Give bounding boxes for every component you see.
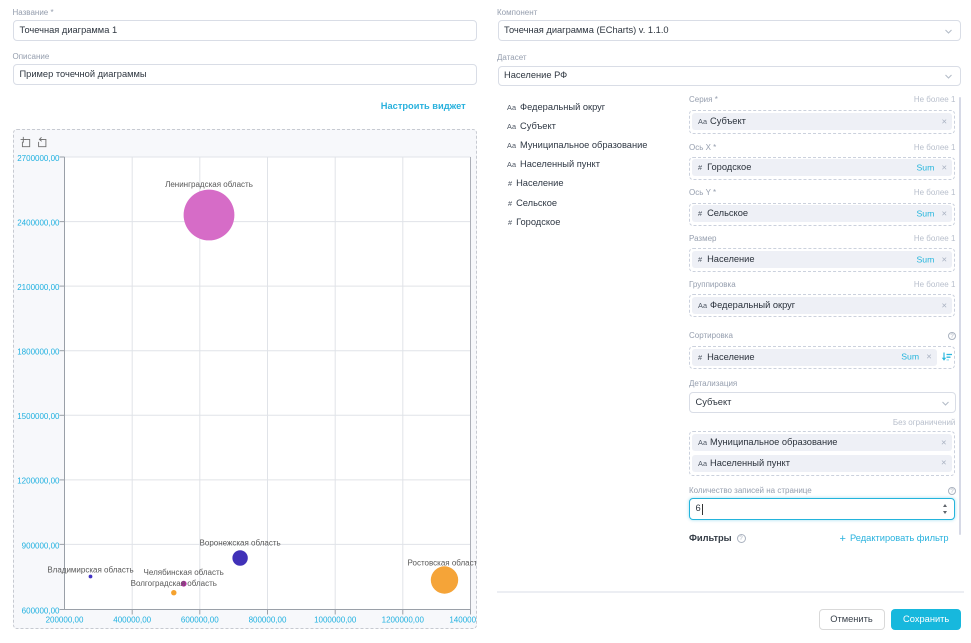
svg-text:1800000,00: 1800000,00: [17, 348, 60, 357]
svg-text:1200000,00: 1200000,00: [17, 477, 60, 486]
svg-text:1400000,00: 1400000,00: [449, 615, 476, 624]
svg-text:Волгоградская область: Волгоградская область: [130, 579, 216, 588]
svg-text:900000,00: 900000,00: [21, 541, 59, 550]
svg-text:1000000,00: 1000000,00: [314, 615, 357, 624]
svg-text:2100000,00: 2100000,00: [17, 283, 60, 292]
svg-text:400000,00: 400000,00: [113, 615, 151, 624]
svg-text:200000,00: 200000,00: [45, 615, 83, 624]
svg-text:600000,00: 600000,00: [180, 615, 218, 624]
svg-text:Ленинградская область: Ленинградская область: [165, 180, 253, 189]
svg-text:Ростовская область: Ростовская область: [407, 559, 475, 568]
svg-text:2400000,00: 2400000,00: [17, 218, 60, 227]
svg-text:Воронежская область: Воронежская область: [199, 539, 280, 548]
svg-text:1200000,00: 1200000,00: [381, 615, 424, 624]
svg-text:800000,00: 800000,00: [248, 615, 286, 624]
svg-text:2700000,00: 2700000,00: [17, 154, 60, 163]
svg-text:Владимирская область: Владимирская область: [47, 566, 133, 575]
svg-text:1500000,00: 1500000,00: [17, 412, 60, 421]
svg-text:600000,00: 600000,00: [21, 606, 59, 615]
svg-text:Челябинская область: Челябинская область: [143, 568, 223, 577]
